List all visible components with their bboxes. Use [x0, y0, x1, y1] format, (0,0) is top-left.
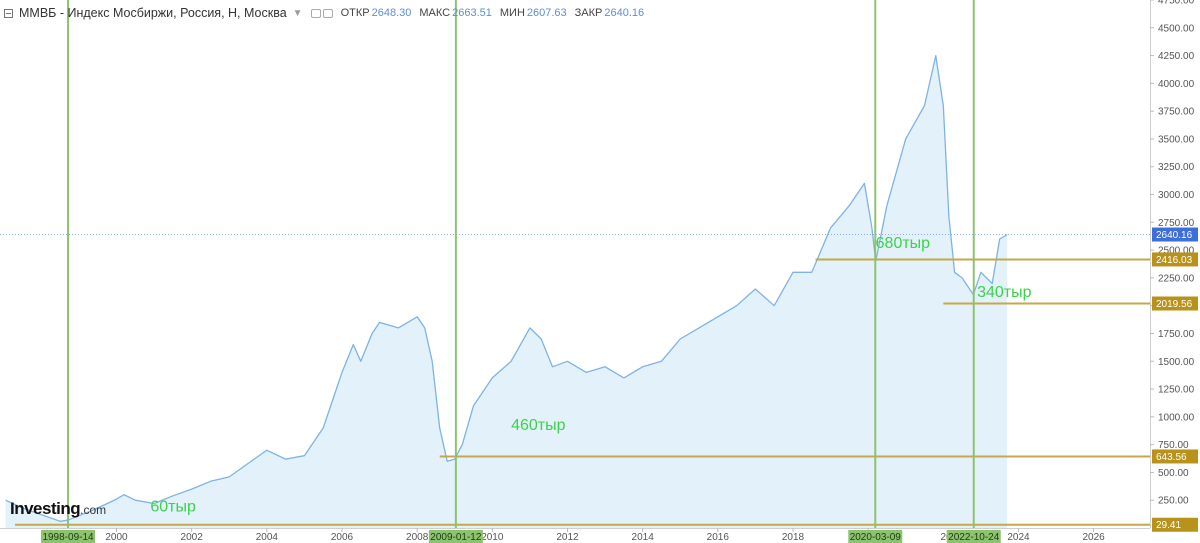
settings-icon[interactable]: [322, 8, 333, 18]
x-tick-label: 2006: [331, 532, 354, 543]
level-price-tag: [1152, 252, 1198, 267]
y-tick-label: 1250.00: [1158, 385, 1195, 396]
y-tick-label: 1500.00: [1158, 357, 1195, 368]
x-tick-label: 2024: [1007, 532, 1030, 543]
low-label: МИН: [499, 7, 525, 19]
y-tick-label: 4000.00: [1158, 79, 1195, 90]
x-tick-label: 2010: [481, 532, 504, 543]
annotation-label: 680тыр: [876, 235, 931, 252]
eye-icon[interactable]: [310, 8, 321, 18]
annotation-label: 460тыр: [511, 417, 566, 434]
open-label: ОТКР: [340, 7, 370, 19]
x-tick-label: 2002: [181, 532, 204, 543]
price-area: [5, 55, 1008, 528]
high-label: МАКС: [419, 7, 451, 19]
y-tick-label: 2250.00: [1158, 273, 1195, 284]
logo-suffix: .com: [80, 503, 107, 517]
x-tick-label: 2008: [406, 532, 429, 543]
vertical-marker-tag: [848, 530, 903, 543]
level-price-label: 29.41: [1156, 520, 1181, 531]
x-tick-label: 2026: [1083, 532, 1106, 543]
y-tick-label: 2750.00: [1158, 218, 1195, 229]
level-price-tag: [1152, 449, 1198, 464]
level-price-tag: [1152, 296, 1198, 311]
x-tick-label: 2004: [256, 532, 279, 543]
x-tick-label: 2000: [105, 532, 128, 543]
logo-brand: Investing: [10, 499, 81, 518]
current-price-label: 2640.16: [1156, 230, 1193, 241]
level-price-label: 643.56: [1156, 452, 1187, 463]
x-tick-label: 2018: [782, 532, 805, 543]
current-price-tag: [1152, 227, 1198, 242]
vertical-marker-date: 1998-09-14: [42, 532, 94, 543]
y-tick-label: 3750.00: [1158, 107, 1195, 118]
x-tick-label: 2012: [556, 532, 579, 543]
vertical-marker-tag: [946, 530, 1001, 543]
level-price-tag: [1152, 517, 1198, 532]
level-price-label: 2416.03: [1156, 255, 1193, 266]
y-tick-label: 4250.00: [1158, 51, 1195, 62]
high-value: 2663.51: [452, 7, 492, 19]
vertical-marker-tag: [41, 530, 96, 543]
vertical-marker-date: 2022-10-24: [948, 532, 1000, 543]
investing-logo: Investing .com: [10, 499, 106, 519]
y-tick-label: 500.00: [1158, 468, 1189, 479]
chevron-down-icon[interactable]: ▼: [292, 7, 303, 19]
y-tick-label: 1000.00: [1158, 412, 1195, 423]
y-tick-label: 750.00: [1158, 440, 1189, 451]
y-tick-label: 4750.00: [1158, 0, 1195, 7]
y-tick-label: 3000.00: [1158, 190, 1195, 201]
y-tick-label: 3500.00: [1158, 134, 1195, 145]
chart-legend: ММВБ - Индекс Мосбиржи, Россия, Н, Москв…: [0, 4, 644, 22]
x-tick-label: 2016: [707, 532, 730, 543]
y-tick-label: 4500.00: [1158, 23, 1195, 34]
x-tick-label-partial: 20: [940, 532, 952, 543]
price-line: [5, 54, 1008, 522]
vertical-marker-tag: [428, 530, 483, 543]
close-value: 2640.16: [604, 7, 645, 19]
y-tick-label: 3250.00: [1158, 162, 1195, 173]
vertical-marker-date: 2009-01-12: [430, 532, 482, 543]
low-value: 2607.63: [526, 7, 567, 19]
annotation-label: 60тыр: [150, 498, 196, 515]
annotation-label: 340тыр: [977, 284, 1032, 301]
y-tick-label: 250.00: [1158, 496, 1189, 507]
level-price-label: 2019.56: [1156, 299, 1193, 310]
close-label: ЗАКР: [574, 7, 603, 19]
instrument-title[interactable]: ММВБ - Индекс Мосбиржи, Россия, Н, Москв…: [19, 6, 287, 20]
visibility-icons[interactable]: [310, 8, 333, 18]
open-value: 2648.30: [371, 7, 412, 19]
y-tick-label: 2500.00: [1158, 246, 1195, 257]
y-tick-label: 1750.00: [1158, 329, 1195, 340]
vertical-marker-date: 2020-03-09: [850, 532, 902, 543]
x-tick-label: 2014: [632, 532, 655, 543]
collapse-icon[interactable]: [4, 8, 13, 18]
